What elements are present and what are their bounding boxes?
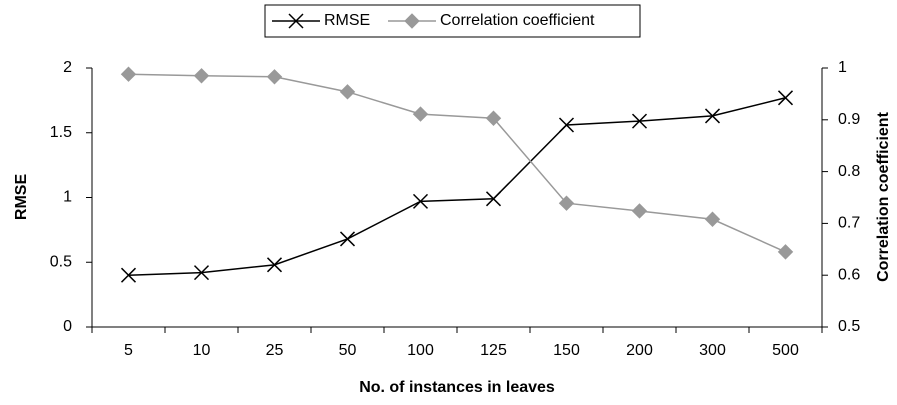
data-point (777, 244, 794, 260)
y-tick-label: 0.5 (50, 253, 72, 270)
data-point (339, 231, 356, 247)
y2-tick-label: 0.6 (838, 266, 860, 283)
y-tick-label: 2 (63, 59, 72, 76)
data-point (120, 267, 137, 283)
x-tick-label: 125 (480, 342, 507, 359)
x-tick-label: 500 (772, 342, 799, 359)
data-point (704, 108, 721, 124)
data-point (120, 66, 137, 82)
data-point (266, 69, 283, 85)
y-tick-label: 1 (63, 189, 72, 206)
x-tick-label: 200 (626, 342, 653, 359)
legend-marker (404, 13, 420, 29)
x-tick-label: 25 (266, 342, 284, 359)
data-point (412, 193, 429, 209)
x-tick-label: 100 (407, 342, 434, 359)
data-point (339, 84, 356, 100)
data-point (193, 68, 210, 84)
y2-tick-label: 1 (838, 59, 847, 76)
y-tick-label: 0 (63, 318, 72, 335)
legend-box (264, 4, 641, 38)
y-axis-label: RMSE (13, 174, 30, 221)
x-tick-label: 300 (699, 342, 726, 359)
legend-label: RMSE (324, 12, 370, 29)
x-tick-label: 150 (553, 342, 580, 359)
data-point (777, 90, 794, 106)
y-tick-label: 1.5 (50, 124, 72, 141)
series-line (128, 97, 786, 276)
data-point (485, 191, 502, 207)
data-point (631, 113, 648, 129)
x-tick-label: 10 (193, 342, 211, 359)
y2-tick-label: 0.8 (838, 163, 860, 180)
x-tick-label: 50 (339, 342, 357, 359)
y2-axis-label: Correlation coefficient (875, 111, 892, 281)
data-point (485, 110, 502, 126)
data-point (266, 257, 283, 273)
legend-marker (288, 13, 304, 29)
series-line (128, 73, 786, 253)
y2-tick-label: 0.5 (838, 318, 860, 335)
legend-label: Correlation coefficient (440, 12, 595, 29)
data-point (558, 195, 575, 211)
x-axis-label: No. of instances in leaves (359, 379, 555, 396)
x-tick-label: 5 (124, 342, 133, 359)
data-point (193, 265, 210, 281)
data-point (704, 211, 721, 227)
data-point (412, 106, 429, 122)
y2-tick-label: 0.7 (838, 215, 860, 232)
data-point (631, 203, 648, 219)
data-point (558, 117, 575, 133)
y2-tick-label: 0.9 (838, 111, 860, 128)
